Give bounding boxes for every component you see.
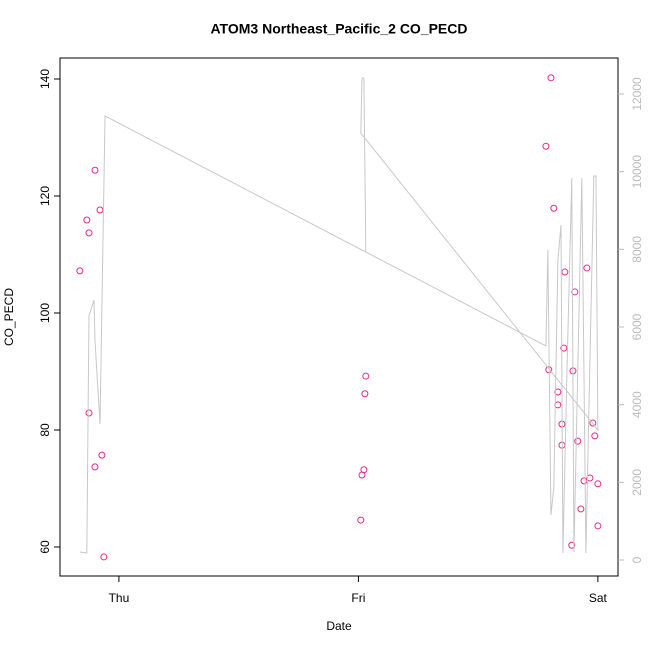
y2-tick-label: 10000 — [630, 155, 644, 189]
plot-frame — [59, 57, 619, 577]
point — [583, 264, 591, 272]
point — [83, 216, 91, 224]
y2-tick-label: 6000 — [630, 313, 644, 340]
point — [98, 451, 106, 459]
x-tick-label: Sat — [589, 591, 608, 605]
y2-tick-label: 0 — [630, 556, 644, 563]
x-tick-label: Thu — [109, 591, 130, 605]
point — [360, 466, 368, 474]
point — [580, 477, 588, 485]
y2-tick-label: 4000 — [630, 391, 644, 418]
point — [571, 288, 579, 296]
chart-title: ATOM3 Northeast_Pacific_2 CO_PECD — [210, 21, 467, 37]
point — [362, 372, 370, 380]
point — [76, 267, 84, 275]
y-tick-label: 80 — [38, 423, 52, 437]
point — [85, 409, 93, 417]
point — [554, 388, 562, 396]
point — [547, 74, 555, 82]
point — [589, 419, 597, 427]
y2-tick-label: 2000 — [630, 469, 644, 496]
point — [91, 463, 99, 471]
point — [577, 505, 585, 513]
y-axis-label: CO_PECD — [2, 288, 16, 346]
point — [85, 229, 93, 237]
point — [560, 344, 568, 352]
y-tick-label: 140 — [38, 69, 52, 89]
y2-tick-label: 8000 — [630, 236, 644, 263]
y2-tick-label: 12000 — [630, 77, 644, 111]
x-axis-label: Date — [326, 619, 352, 633]
point — [586, 474, 594, 482]
point — [568, 541, 576, 549]
point — [594, 522, 602, 530]
point — [100, 553, 108, 561]
point — [561, 268, 569, 276]
point — [357, 516, 365, 524]
point — [96, 206, 104, 214]
point — [361, 390, 369, 398]
y-tick-label: 100 — [38, 303, 52, 323]
point — [542, 142, 550, 150]
x-tick-label: Fri — [351, 591, 365, 605]
point — [594, 480, 602, 488]
line-series — [79, 77, 599, 554]
point — [91, 166, 99, 174]
y-tick-label: 60 — [38, 540, 52, 554]
point — [550, 204, 558, 212]
y-tick-label: 120 — [38, 186, 52, 206]
point — [591, 432, 599, 440]
point — [574, 437, 582, 445]
